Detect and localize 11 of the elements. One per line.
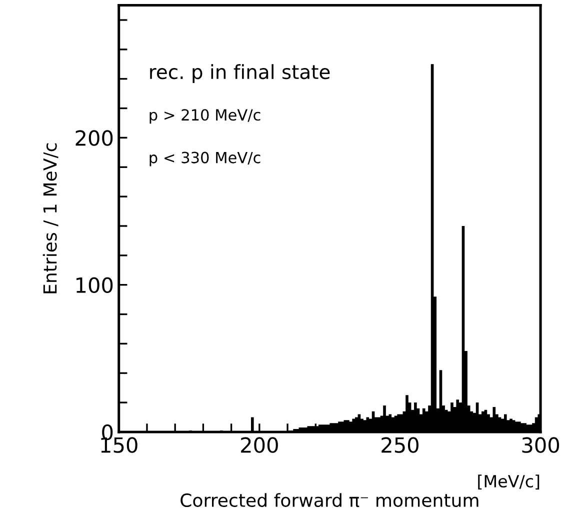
text: [MeV/c] bbox=[478, 474, 540, 490]
x-tick-label: 300 bbox=[522, 437, 560, 453]
y-tick-label: 100 bbox=[76, 277, 113, 294]
x-tick-label: 250 bbox=[382, 437, 418, 453]
annotation: rec. p in final state bbox=[150, 64, 330, 83]
y-axis-title: Entries / 1 MeV/c bbox=[42, 143, 58, 294]
annotation: p > 210 MeV/c bbox=[150, 109, 260, 124]
x-tick-label: 200 bbox=[241, 437, 278, 453]
annotation: p < 330 MeV/c bbox=[150, 152, 260, 166]
y-tick-label: 200 bbox=[76, 130, 113, 146]
x-axis-title: Corrected forward π⁻ momentum bbox=[180, 493, 478, 508]
